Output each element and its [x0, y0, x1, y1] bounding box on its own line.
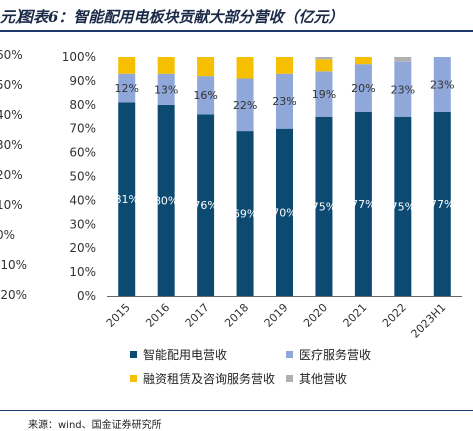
legend-label: 融资租赁及咨询服务营收 — [143, 372, 276, 386]
x-tick-label: 2021 — [341, 301, 370, 330]
bar-segment — [157, 73, 175, 105]
data-label: 81% — [114, 193, 138, 206]
bar-segment — [157, 104, 175, 296]
bar-segment — [394, 57, 412, 62]
left-fragment-tick: 0% — [0, 228, 16, 242]
x-tick-label: 2019 — [262, 301, 291, 330]
legend-item: 智能配用电营收 — [130, 346, 227, 363]
x-tick-label: 2016 — [143, 301, 172, 330]
bar-segment — [118, 57, 136, 74]
data-label: 12% — [114, 82, 138, 95]
data-label: 23% — [391, 83, 415, 96]
stacked-bar-chart: 0% 10% 20% 30% 40% 50% 60% 70% 80% 90% 100% 2015 81%… — [62, 50, 462, 341]
bar-segment — [315, 71, 333, 117]
data-label: 19% — [312, 88, 336, 101]
x-tick-label: 2015 — [104, 301, 133, 330]
x-tick-label: 2017 — [183, 301, 212, 330]
y-tick-label: 0% — [77, 289, 96, 303]
bar-segment — [236, 78, 254, 132]
y-tick-label: 50% — [69, 170, 96, 184]
page-title: 图表6：智能配用电板块贡献大部分营收（亿元） — [18, 8, 344, 26]
left-fragment-tick: 50% — [0, 78, 23, 92]
y-tick-label: 30% — [69, 217, 96, 231]
bar-segment — [276, 57, 293, 74]
bar-segment — [433, 57, 451, 112]
x-tick-label: 2018 — [222, 301, 251, 330]
bar-segment — [236, 57, 254, 79]
left-fragment-tick: 20% — [0, 168, 23, 182]
x-tick-label: 2022 — [380, 301, 409, 330]
legend-label: 智能配用电营收 — [143, 348, 228, 362]
x-tick-label: 2023H1 — [409, 301, 449, 341]
data-label: 75% — [391, 200, 415, 213]
bar-segment — [315, 57, 333, 60]
data-label: 23% — [272, 95, 296, 108]
title-fragment: 元） — [0, 8, 31, 26]
legend-swatch — [286, 375, 293, 382]
legend: 智能配用电营收 医疗服务营收融资租赁及咨询服务营收 其他营收 — [130, 346, 460, 396]
bar-segment — [276, 128, 293, 296]
left-fragment-tick: -20% — [0, 288, 28, 302]
data-label: 13% — [154, 83, 178, 96]
bar-segment — [197, 76, 215, 115]
legend-swatch — [286, 351, 293, 358]
y-tick-label: 10% — [69, 265, 96, 279]
data-label: 77% — [351, 198, 375, 211]
bar-segment — [236, 131, 254, 296]
data-label: 80% — [154, 194, 178, 207]
legend-swatch — [130, 375, 137, 382]
data-label: 76% — [193, 199, 217, 212]
data-label: 69% — [233, 208, 257, 221]
bar-segment — [118, 73, 136, 103]
title-rule — [0, 30, 473, 32]
footer-rule — [0, 410, 473, 411]
data-label: 70% — [272, 206, 296, 219]
legend-item: 其他营收 — [286, 370, 347, 387]
y-tick-label: 20% — [69, 241, 96, 255]
data-label: 22% — [233, 99, 257, 112]
x-tick-label: 2020 — [301, 301, 330, 330]
y-tick-label: 100% — [62, 50, 96, 64]
bar-segment — [157, 57, 175, 74]
left-fragment-tick: 10% — [0, 198, 23, 212]
bar-segment — [197, 57, 215, 77]
bar-segment — [394, 116, 412, 296]
bar-segment — [197, 114, 215, 296]
legend-item: 医疗服务营收 — [286, 346, 371, 363]
data-label: 75% — [312, 200, 336, 213]
bar-segment — [315, 59, 333, 72]
y-tick-label: 80% — [69, 98, 96, 112]
bar-segment — [354, 64, 372, 112]
bar-segment — [394, 61, 412, 117]
data-label: 23% — [430, 78, 454, 91]
bar-segment — [276, 73, 293, 129]
data-label: 16% — [193, 89, 217, 102]
left-fragment-tick: 30% — [0, 138, 23, 152]
legend-item: 融资租赁及咨询服务营收 — [130, 370, 275, 387]
y-tick-label: 90% — [69, 74, 96, 88]
y-tick-label: 60% — [69, 146, 96, 160]
legend-label: 医疗服务营收 — [299, 348, 372, 362]
left-chart-fragment: 60% 50% 40% 30% 20% 10% 0% -10% -20% — [0, 40, 30, 310]
bar-segment — [315, 116, 333, 296]
bar-segment — [118, 102, 136, 296]
left-fragment-tick: 40% — [0, 108, 23, 122]
left-fragment-tick: 60% — [0, 48, 23, 62]
y-tick-label: 40% — [69, 193, 96, 207]
data-label: 20% — [351, 82, 375, 95]
data-label: 77% — [430, 198, 454, 211]
source-note: 来源：wind、国金证券研究所 — [28, 420, 162, 431]
legend-swatch — [130, 351, 137, 358]
legend-label: 其他营收 — [299, 372, 348, 386]
bar-segment — [354, 111, 372, 296]
y-tick-label: 70% — [69, 122, 96, 136]
bar-segment — [433, 111, 451, 296]
left-fragment-tick: -10% — [0, 258, 28, 272]
bar-segment — [354, 57, 372, 65]
